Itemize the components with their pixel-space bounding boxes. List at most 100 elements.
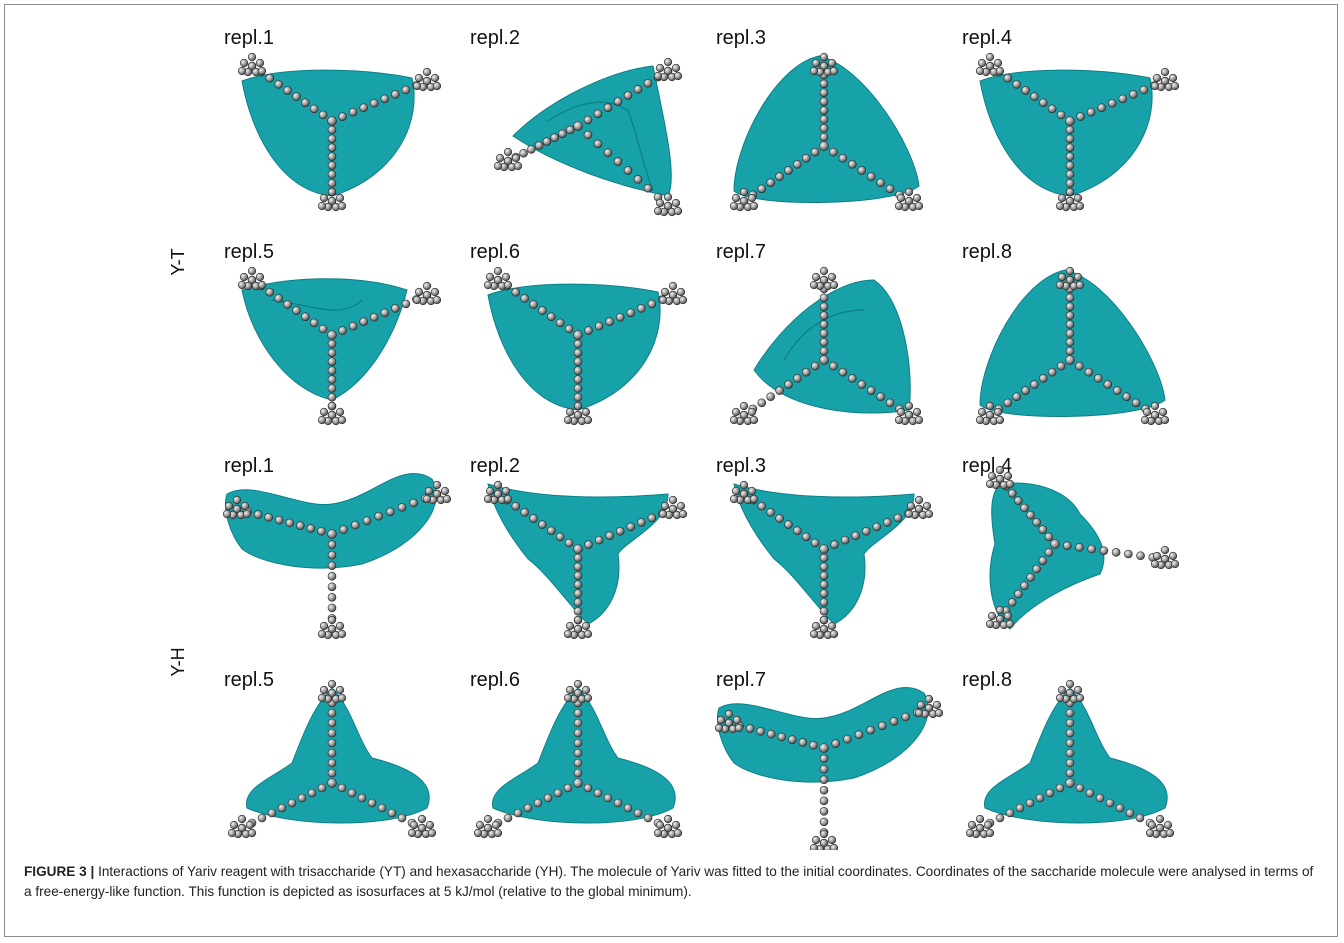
- atom: [784, 380, 793, 389]
- atom: [327, 728, 337, 738]
- atom: [810, 538, 820, 548]
- panel-12: repl.4: [962, 455, 1180, 630]
- atom: [731, 486, 741, 496]
- atom: [327, 178, 337, 188]
- atom: [1160, 554, 1170, 564]
- panel-label: repl.3: [716, 27, 766, 49]
- atom: [757, 184, 767, 194]
- atom: [766, 729, 776, 739]
- panel-label: repl.8: [962, 669, 1012, 691]
- atom: [1160, 76, 1170, 86]
- atom: [1170, 81, 1180, 91]
- atom: [386, 507, 395, 517]
- atom: [430, 73, 440, 83]
- atom: [257, 280, 267, 290]
- atom: [876, 392, 885, 401]
- atom: [819, 817, 829, 827]
- atom: [819, 624, 829, 634]
- panel-label: repl.6: [470, 669, 520, 691]
- atom: [538, 306, 547, 315]
- panel-13: repl.5: [224, 669, 437, 839]
- group-label-yh: Y-H: [168, 647, 188, 676]
- atom: [1087, 544, 1096, 554]
- atom: [985, 401, 995, 411]
- atom: [327, 603, 337, 613]
- atom: [337, 629, 347, 639]
- atom: [1030, 92, 1039, 101]
- panel-grid: repl.1 repl.2 repl.3 repl.4 repl.5 repl.6 repl…: [222, 27, 1180, 850]
- atom: [362, 516, 372, 525]
- atom: [1032, 564, 1041, 574]
- molecule: [237, 52, 442, 212]
- atom: [327, 357, 337, 366]
- atom: [1075, 783, 1085, 793]
- atom: [327, 143, 337, 152]
- atom: [414, 287, 424, 297]
- atom: [229, 820, 239, 830]
- atom: [819, 123, 829, 133]
- atom: [1065, 275, 1075, 285]
- atom: [1160, 545, 1170, 555]
- atom: [739, 410, 749, 420]
- atom: [904, 401, 914, 411]
- atom: [851, 531, 860, 540]
- atom: [573, 758, 583, 768]
- atom: [668, 281, 678, 291]
- atom: [739, 480, 749, 490]
- atom: [573, 708, 583, 718]
- atom: [819, 838, 829, 848]
- atom: [603, 148, 613, 157]
- atom: [1065, 778, 1075, 788]
- atom: [660, 501, 670, 511]
- atom: [811, 272, 821, 282]
- panel-11: repl.3: [716, 455, 934, 640]
- atom: [503, 813, 513, 823]
- atom: [335, 685, 345, 695]
- atom: [1025, 798, 1035, 808]
- atom: [819, 88, 829, 97]
- atom: [1056, 110, 1066, 120]
- atom: [809, 740, 818, 750]
- atom: [1065, 302, 1075, 311]
- isosurface: [487, 283, 661, 411]
- atom: [819, 606, 829, 616]
- atom: [417, 814, 427, 824]
- atom: [367, 798, 377, 808]
- atom: [1170, 559, 1180, 569]
- atom: [1020, 503, 1029, 513]
- atom: [749, 415, 759, 425]
- atom: [309, 318, 319, 328]
- atom: [594, 321, 604, 331]
- figure-caption: FIGURE 3 | Interactions of Yariv reagent…: [24, 862, 1324, 902]
- atom: [1065, 758, 1075, 768]
- atom: [307, 788, 317, 798]
- atom: [573, 553, 583, 563]
- panel-label: repl.7: [716, 669, 766, 691]
- atom: [432, 489, 442, 499]
- atom: [1005, 479, 1015, 489]
- atom: [1075, 280, 1085, 290]
- atom: [414, 73, 424, 83]
- atom: [581, 407, 591, 417]
- atom: [550, 133, 559, 142]
- atom: [1062, 541, 1072, 550]
- atom: [613, 157, 623, 166]
- atom: [615, 312, 625, 322]
- atom: [511, 287, 521, 297]
- atom: [1020, 581, 1029, 590]
- atom: [593, 788, 603, 798]
- atom: [904, 410, 914, 420]
- panel-label: repl.1: [224, 455, 274, 477]
- atom: [1136, 551, 1145, 560]
- atom: [819, 266, 829, 276]
- atom: [724, 709, 734, 719]
- atom: [327, 688, 337, 698]
- atom: [503, 494, 513, 504]
- atom: [1035, 793, 1045, 803]
- atom: [673, 71, 683, 81]
- atom: [766, 392, 775, 401]
- atom: [866, 725, 875, 735]
- atom: [432, 81, 442, 91]
- atom: [643, 78, 653, 88]
- atom: [637, 304, 646, 313]
